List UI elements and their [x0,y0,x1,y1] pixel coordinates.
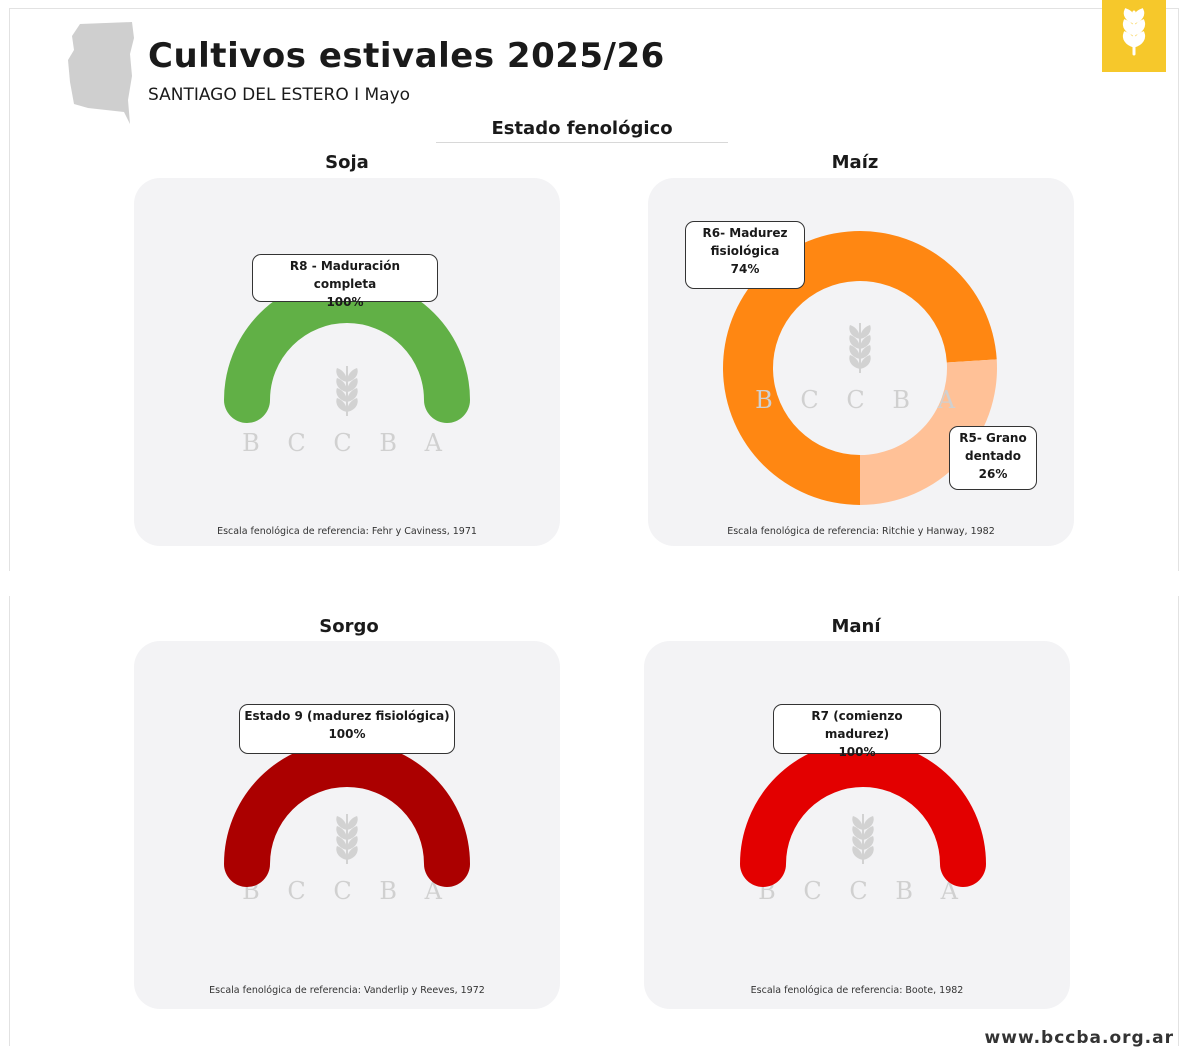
data-value-maiz-r5: 26% [978,467,1008,481]
chart-title-soja: Soja [325,152,369,173]
chart-panel-sorgo: B C C B A Estado 9 (madurez fisiológica)… [134,641,560,1009]
chart-panel-mani: B C C B A R7 (comienzo madurez) 100% Esc… [644,641,1070,1009]
reference-note-maiz: Escala fenológica de referencia: Ritchie… [727,526,995,537]
callout-maiz-r6: R6- Madurez fisiológica 74% [685,221,805,289]
reference-note-mani: Escala fenológica de referencia: Boote, … [750,985,964,996]
watermark-1: B C C B A [755,323,965,414]
data-value-sorgo-e9: 100% [328,727,366,741]
data-label-sorgo-e9: Estado 9 (madurez fisiológica) [244,709,450,723]
data-value-mani-r7: 100% [838,745,876,759]
lower-frame [9,596,1179,1046]
donut-slice-2 [860,359,997,505]
wheat-icon [852,814,874,864]
arc-segment-1 [740,741,986,887]
upper-frame [9,8,1179,571]
reference-note-sorgo: Escala fenológica de referencia: Vanderl… [209,985,485,996]
watermark-text: B C C B A [242,429,452,457]
page-subtitle: SANTIAGO DEL ESTERO I Mayo [148,85,411,105]
data-label-mani-r7: R7 (comienzo madurez) [811,709,903,741]
data-value-maiz-r6: 74% [730,262,760,276]
logo [1102,0,1166,72]
chart-title-sorgo: Sorgo [319,616,379,637]
data-label-maiz-r5: R5- Grano dentado [959,431,1027,463]
chart-panel-soja: B C C B A R8 - Maduración completa 100% … [134,178,560,546]
chart-sorgo: B C C B A [224,741,470,905]
chart-title-maiz: Maíz [831,152,879,173]
province-map-icon [68,22,134,124]
chart-panel-maiz: B C C B A R6- Madurez fisiológica 74% R5… [648,178,1074,546]
page-title: Cultivos estivales 2025/26 [148,36,665,76]
donut-slice-1 [723,231,997,505]
watermark-text: B C C B A [758,877,968,905]
arc-segment-1 [224,741,470,887]
data-label-maiz-r6: R6- Madurez fisiológica [702,226,788,258]
callout-maiz-r5: R5- Grano dentado 26% [949,426,1037,490]
data-label-soja-r8: R8 - Maduración completa [289,259,401,291]
wheat-icon [1122,8,1146,56]
wheat-icon [849,323,871,373]
chart-title-mani: Maní [831,616,881,637]
watermark-0: B C C B A [242,366,452,457]
section-divider [436,142,728,143]
watermark-2: B C C B A [242,814,452,905]
footer-url: www.bccba.org.ar [984,1028,1174,1048]
reference-note-soja: Escala fenológica de referencia: Fehr y … [217,526,477,537]
chart-maiz: B C C B A [723,231,997,505]
callout-soja: R8 - Maduración completa 100% [252,254,438,309]
callout-sorgo: Estado 9 (madurez fisiológica) 100% [239,704,455,754]
callout-mani: R7 (comienzo madurez) 100% [773,704,941,759]
watermark-3: B C C B A [758,814,968,905]
chart-soja: B C C B A [224,277,470,457]
wheat-icon [336,814,358,864]
chart-mani: B C C B A [740,741,986,905]
wheat-icon [336,366,358,416]
watermark-text: B C C B A [242,877,452,905]
watermark-text: B C C B A [755,386,965,414]
data-value-soja-r8: 100% [326,295,364,309]
section-title: Estado fenológico [491,118,673,139]
